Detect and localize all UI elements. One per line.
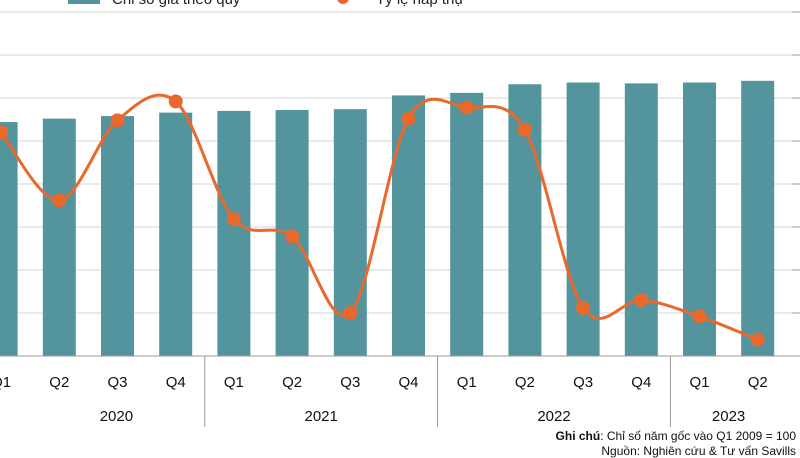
- line-point: [750, 332, 765, 347]
- bar: [741, 80, 775, 357]
- year-label: 2021: [305, 408, 338, 425]
- bar-series: [0, 80, 775, 357]
- legend-swatch-marker: [337, 0, 349, 4]
- line-point: [285, 229, 300, 244]
- legend-label-line: Tỷ lệ hấp thụ: [376, 0, 463, 8]
- x-tick-label: Q1: [457, 374, 477, 391]
- legend-label-bar: Chỉ số giá theo quý: [112, 0, 241, 8]
- x-tick-label: Q4: [631, 374, 651, 391]
- line-point: [52, 193, 67, 208]
- bar: [624, 83, 658, 356]
- note-text: : Chỉ số năm gốc vào Q1 2009 = 100: [600, 429, 796, 443]
- x-tick-label: Q3: [107, 374, 127, 391]
- x-tick-label: Q1: [224, 374, 244, 391]
- legend-swatch-bar: [68, 0, 100, 4]
- x-tick-label: Q2: [282, 374, 302, 391]
- x-tick-label: Q3: [340, 374, 360, 391]
- x-tick-label: Q4: [166, 374, 186, 391]
- bar: [392, 95, 425, 357]
- line-point: [0, 125, 9, 140]
- x-tick-label: Q2: [748, 374, 768, 391]
- bar: [42, 118, 76, 356]
- line-path: [0, 93, 759, 342]
- x-tick-label: Q2: [515, 374, 535, 391]
- legend: Chỉ số giá theo quý Tỷ lệ hấp thụ: [68, 0, 463, 8]
- line-point: [401, 111, 416, 126]
- bar: [101, 116, 134, 356]
- line-series: [0, 93, 765, 347]
- x-axis: Q1 Q2 Q3 Q4 Q1 Q2 Q3 Q4 Q1 Q2 Q3 Q4 Q1 Q2 2020 2021 2022…: [0, 355, 800, 427]
- line-point: [226, 212, 241, 227]
- line-point: [692, 309, 707, 324]
- bar: [566, 82, 600, 357]
- chart-source: Nguồn: Nghiên cứu & Tư vấn Savills: [601, 444, 796, 458]
- bar: [0, 122, 18, 356]
- line-point: [576, 300, 591, 315]
- year-label: 2023: [712, 408, 745, 425]
- x-tick-label: Q3: [573, 374, 593, 391]
- line-point: [459, 100, 474, 115]
- bar: [159, 112, 193, 357]
- line-point: [168, 94, 183, 109]
- line-point: [634, 293, 649, 308]
- year-label: 2020: [100, 408, 133, 425]
- bar: [217, 110, 251, 357]
- year-label: 2022: [537, 408, 570, 425]
- line-point: [110, 113, 125, 128]
- line-point: [343, 306, 358, 320]
- x-tick-label: Q2: [49, 374, 69, 391]
- line-point: [517, 122, 532, 137]
- note-label: Ghi chú: [555, 429, 601, 443]
- x-tick-label: Q1: [0, 374, 11, 391]
- x-tick-label: Q1: [689, 374, 709, 391]
- x-tick-label: Q4: [398, 374, 418, 391]
- chart-note: Ghi chú: Chỉ số năm gốc vào Q1 2009 = 10…: [556, 429, 796, 443]
- bar: [450, 92, 484, 356]
